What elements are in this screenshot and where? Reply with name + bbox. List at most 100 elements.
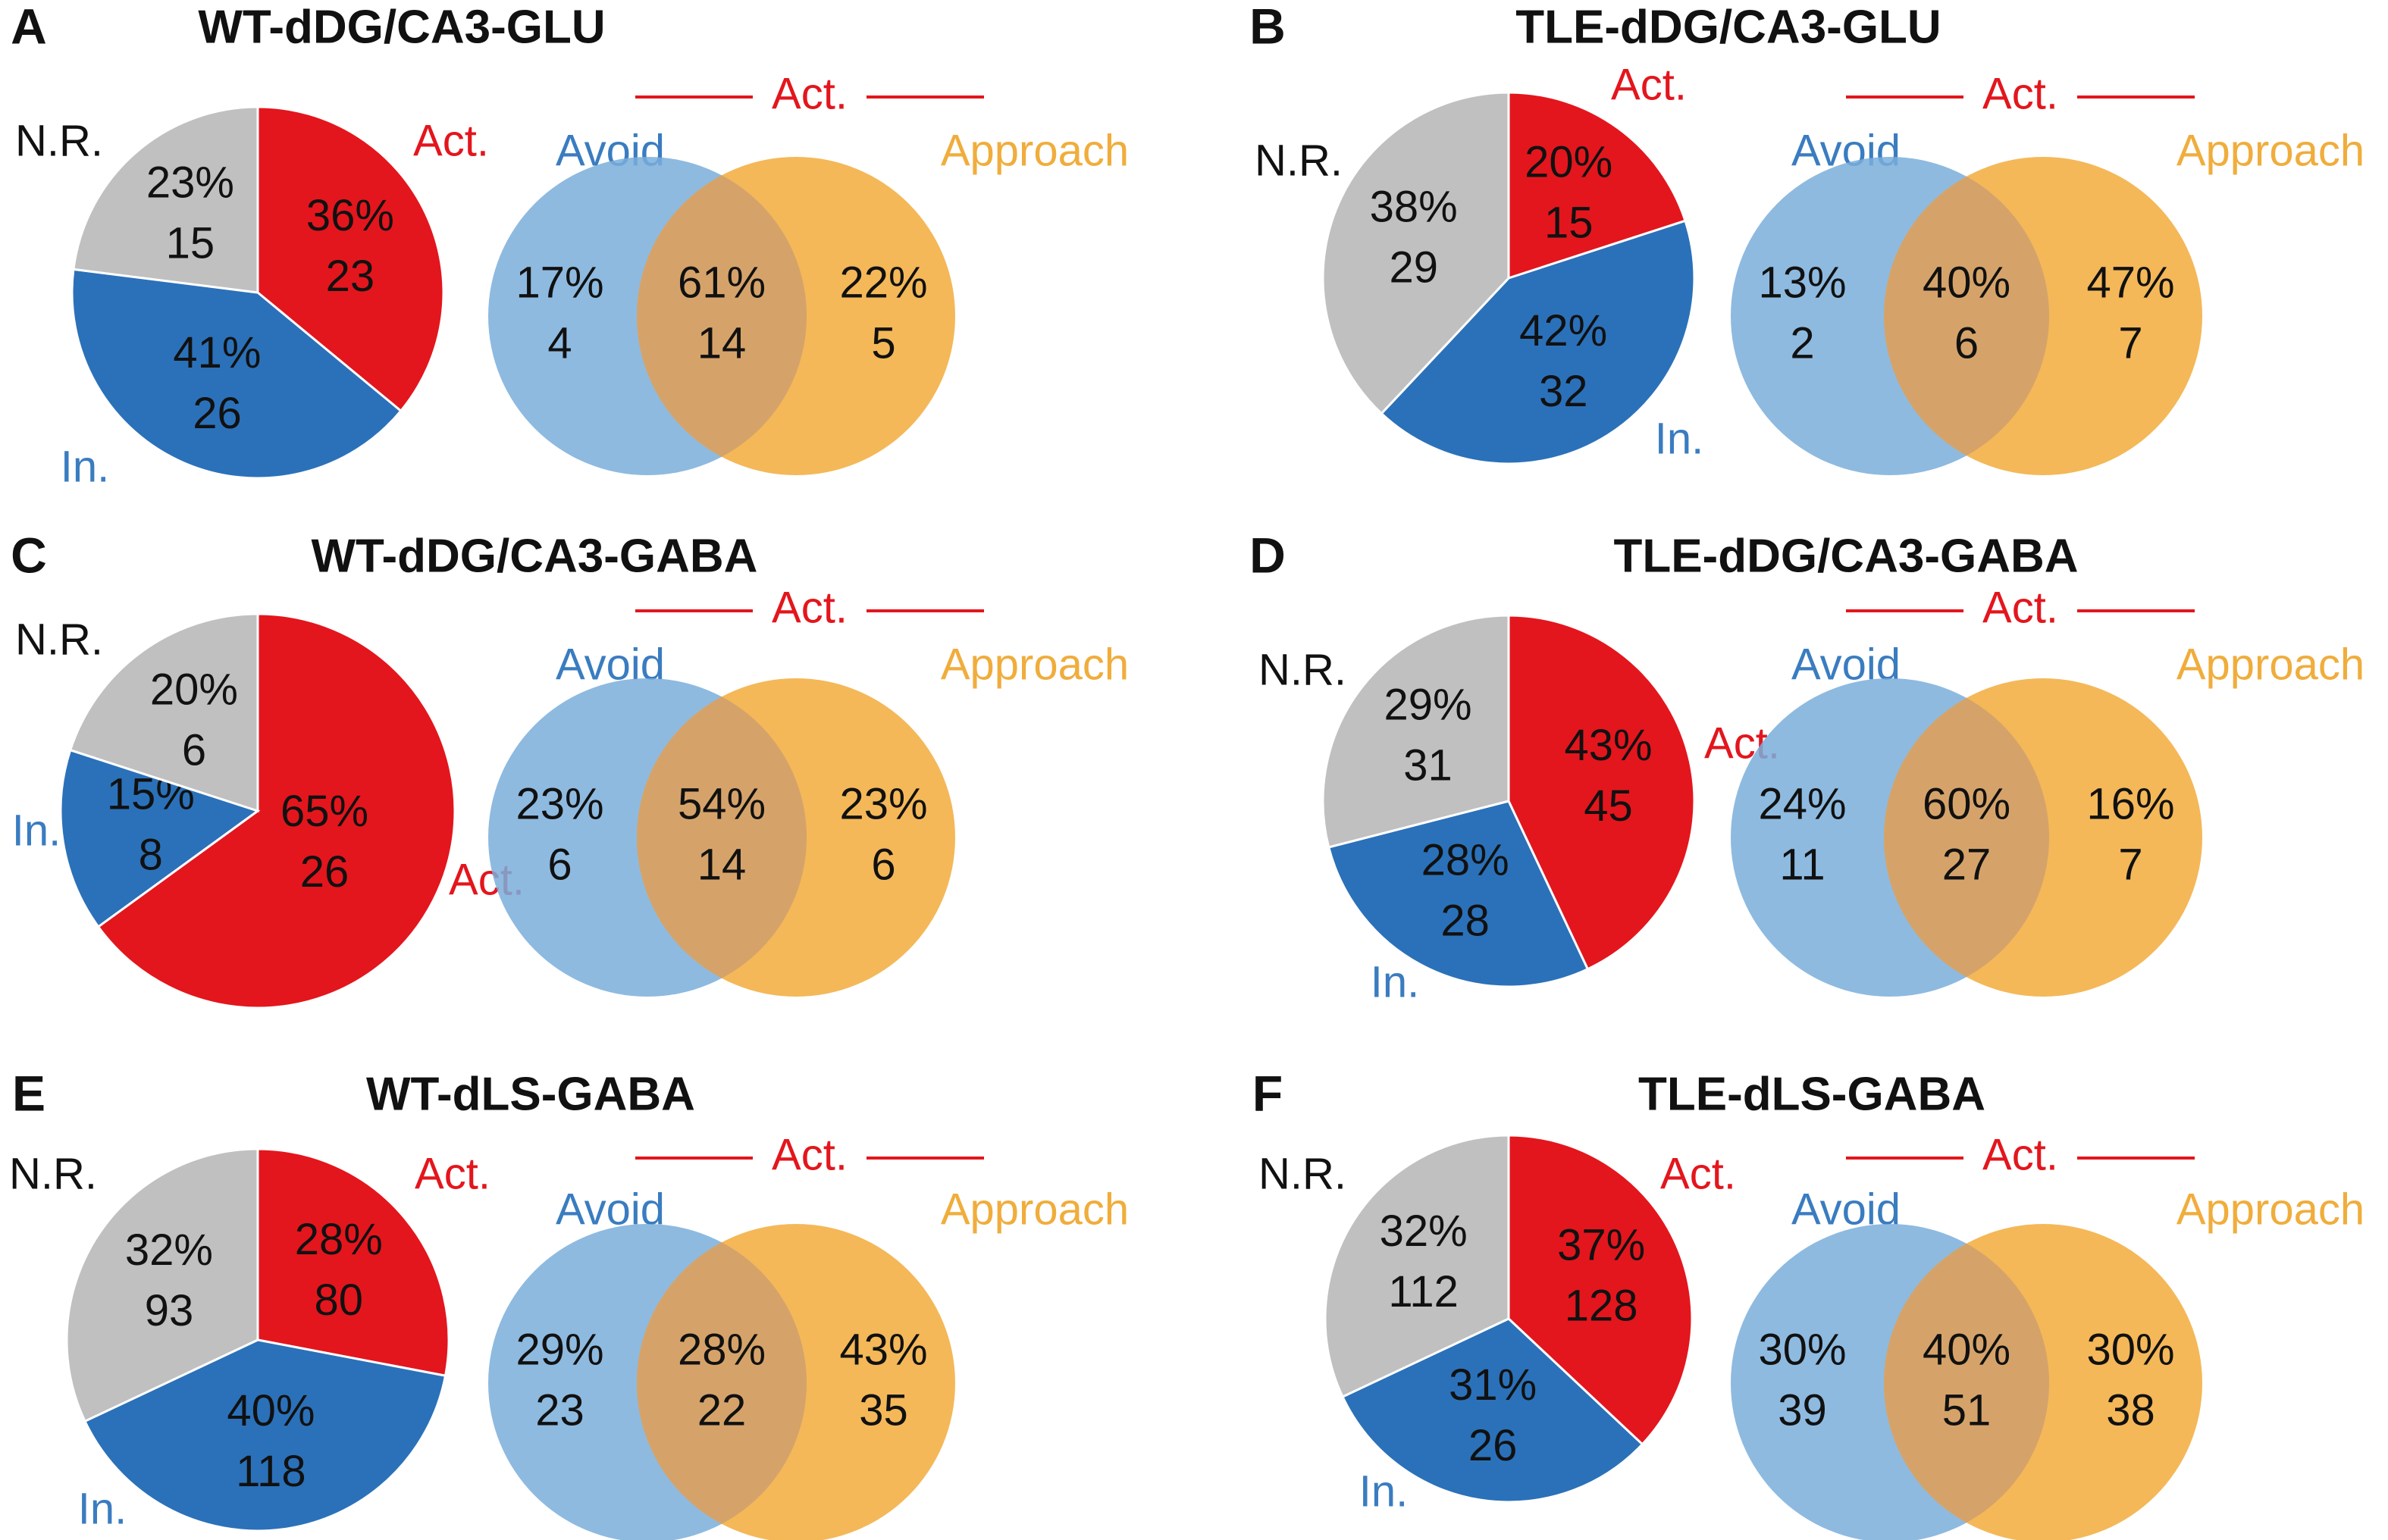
pie-slice-act bbox=[256, 1147, 450, 1377]
pie-slice-count: 26 bbox=[193, 389, 242, 438]
pie-chart: 36% 23 41% 26 23% 15 Act. In. N.R. bbox=[15, 105, 489, 491]
pie-slice-act bbox=[1507, 91, 1687, 280]
pie-slice-count: 26 bbox=[1468, 1421, 1518, 1470]
pie-slice-non-responsive bbox=[1321, 91, 1510, 415]
pie-slice-act bbox=[256, 105, 445, 413]
venn-avoid-percent: 13% bbox=[1758, 258, 1846, 307]
venn-approach-count: 7 bbox=[2118, 840, 2142, 889]
venn-approach-count: 7 bbox=[2118, 318, 2142, 368]
panel-letter: F bbox=[1252, 1065, 1283, 1121]
pie-slice-non-responsive bbox=[72, 105, 259, 294]
pie-slice-percent: 32% bbox=[125, 1225, 213, 1275]
venn-both-count: 14 bbox=[697, 840, 747, 889]
pie-label-in: In. bbox=[1371, 957, 1420, 1006]
venn-both-percent: 28% bbox=[678, 1325, 766, 1374]
panel-title: TLE-dDG/CA3-GLU bbox=[1515, 1, 1941, 53]
panel-letter: D bbox=[1249, 527, 1286, 583]
panel-a: A WT-dDG/CA3-GLU 36% 23 41% 26 23% 15 Act. In. N.R… bbox=[11, 0, 1129, 491]
panel-title: TLE-dLS-GABA bbox=[1638, 1068, 1985, 1120]
venn-both-percent: 60% bbox=[1923, 779, 2010, 828]
venn-avoid-count: 6 bbox=[547, 840, 572, 889]
pie-slice-percent: 42% bbox=[1519, 306, 1607, 355]
venn-label-approach: Approach bbox=[941, 1185, 1129, 1234]
venn-avoid-percent: 30% bbox=[1758, 1325, 1846, 1374]
venn-label-approach: Approach bbox=[941, 640, 1129, 689]
panel-e: E WT-dLS-GABA 28% 80 40% 118 32% 93 Act. In. N.R. A… bbox=[9, 1065, 1129, 1540]
pie-slice-non-responsive bbox=[68, 612, 259, 813]
venn-header-label: Act. bbox=[1982, 583, 2058, 632]
pie-slice-act bbox=[96, 612, 456, 1009]
pie-slice-percent: 37% bbox=[1557, 1220, 1645, 1269]
pie-slice-inhibited bbox=[71, 268, 403, 480]
pie-slice-non-responsive bbox=[1321, 614, 1510, 849]
venn-avoid-count: 2 bbox=[1790, 318, 1814, 368]
venn-approach-percent: 30% bbox=[2086, 1325, 2174, 1374]
venn-approach-percent: 22% bbox=[839, 258, 927, 307]
pie-label-act: Act. bbox=[413, 116, 489, 165]
venn-label-approach: Approach bbox=[2176, 1185, 2364, 1234]
venn-both-percent: 54% bbox=[678, 779, 766, 828]
venn-header-label: Act. bbox=[772, 1130, 848, 1179]
pie-slice-count: 23 bbox=[326, 252, 375, 301]
venn-both-percent: 40% bbox=[1923, 258, 2010, 307]
pie-slice-percent: 31% bbox=[1449, 1360, 1537, 1410]
venn-avoid-percent: 24% bbox=[1758, 779, 1846, 828]
panel-title: TLE-dDG/CA3-GABA bbox=[1613, 530, 2078, 582]
pie-slice-count: 28 bbox=[1440, 896, 1490, 945]
venn-avoid-percent: 17% bbox=[516, 258, 603, 307]
pie-slice-inhibited bbox=[83, 1338, 447, 1532]
panel-letter: C bbox=[11, 527, 47, 583]
pie-label-in: In. bbox=[1359, 1466, 1409, 1516]
panel-letter: B bbox=[1249, 0, 1286, 54]
pie-slice-count: 15 bbox=[166, 218, 215, 268]
pie-slice-percent: 28% bbox=[295, 1215, 383, 1264]
pie-slice-percent: 20% bbox=[1525, 137, 1612, 186]
pie-slice-count: 45 bbox=[1584, 781, 1633, 831]
pie-label-nr: N.R. bbox=[9, 1149, 97, 1198]
pie-slice-inhibited bbox=[1341, 1317, 1644, 1504]
panel-letter: E bbox=[12, 1065, 45, 1121]
pie-chart: 37% 128 31% 26 32% 112 Act. In. N.R. bbox=[1258, 1134, 1736, 1516]
pie-slice-percent: 20% bbox=[150, 665, 238, 715]
pie-slice-count: 93 bbox=[145, 1286, 194, 1335]
pie-slice-act bbox=[1507, 614, 1696, 971]
venn-overlap bbox=[637, 696, 807, 978]
venn-both-count: 27 bbox=[1942, 840, 1992, 889]
pie-slice-count: 31 bbox=[1403, 741, 1453, 790]
venn-overlap bbox=[637, 175, 807, 457]
venn-overlap bbox=[1884, 176, 2050, 456]
pie-slice-count: 112 bbox=[1388, 1267, 1458, 1316]
venn-avoid-count: 11 bbox=[1779, 840, 1825, 889]
pie-chart: 20% 15 42% 32 38% 29 Act. In. N.R. bbox=[1255, 60, 1703, 465]
pie-slice-percent: 29% bbox=[1384, 681, 1471, 730]
pie-slice-percent: 23% bbox=[146, 158, 234, 207]
pie-label-act: Act. bbox=[1611, 60, 1687, 109]
venn-both-percent: 40% bbox=[1923, 1325, 2010, 1374]
venn-both-count: 6 bbox=[1954, 318, 1979, 368]
panel-title: WT-dLS-GABA bbox=[366, 1068, 695, 1120]
venn-header-label: Act. bbox=[1982, 1130, 2058, 1179]
venn-avoid-count: 39 bbox=[1778, 1385, 1827, 1435]
pie-label-nr: N.R. bbox=[1255, 136, 1343, 185]
pie-slice-non-responsive bbox=[1324, 1134, 1510, 1399]
venn-overlap bbox=[1884, 697, 2050, 978]
pie-slice-percent: 32% bbox=[1380, 1207, 1468, 1256]
venn-label-approach: Approach bbox=[2176, 640, 2364, 689]
pie-slice-count: 80 bbox=[315, 1276, 364, 1325]
pie-slice-percent: 41% bbox=[173, 328, 261, 377]
pie-slice-percent: 38% bbox=[1370, 183, 1458, 232]
pie-slice-count: 29 bbox=[1389, 243, 1438, 293]
panel-title: WT-dDG/CA3-GLU bbox=[198, 1, 605, 53]
pie-slice-count: 32 bbox=[1539, 367, 1588, 416]
pie-label-nr: N.R. bbox=[15, 615, 103, 664]
pie-slice-count: 128 bbox=[1565, 1281, 1638, 1330]
pie-slice-percent: 43% bbox=[1564, 721, 1652, 770]
venn-approach-percent: 47% bbox=[2086, 258, 2174, 307]
venn-header-label: Act. bbox=[1982, 69, 2058, 118]
